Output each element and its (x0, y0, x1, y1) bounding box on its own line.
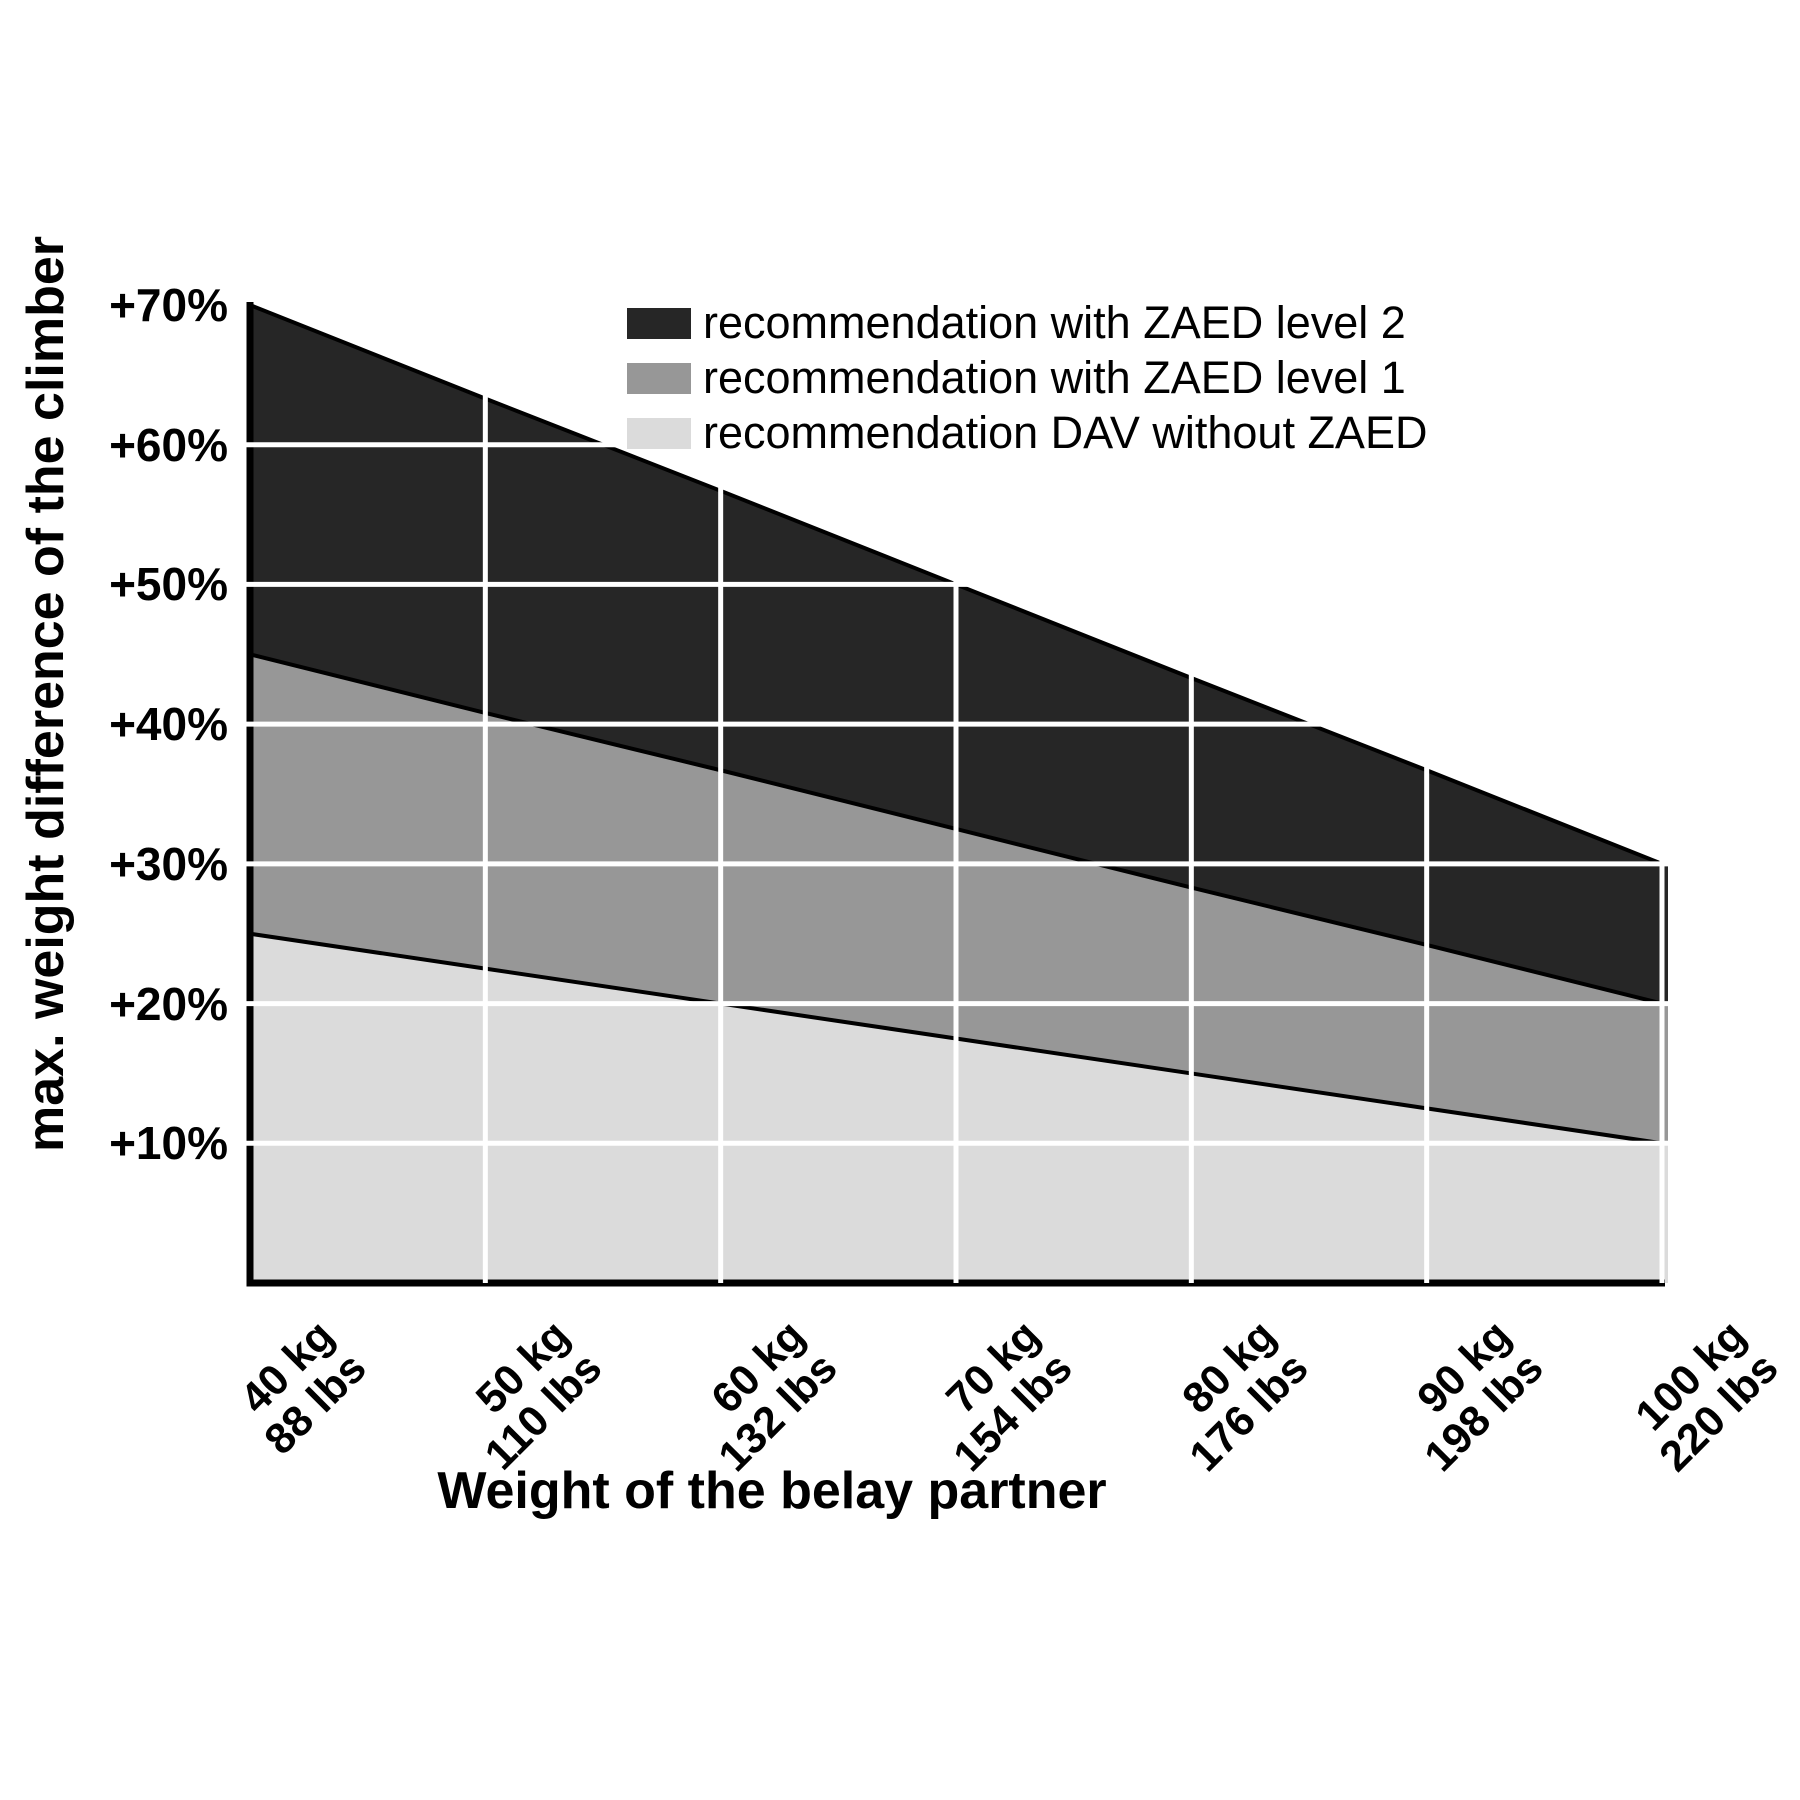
area-top-line-2 (249, 931, 1668, 1146)
y-tick-label-70: +70% (109, 279, 228, 331)
legend-swatch-2 (627, 417, 691, 449)
y-tick-label-30: +30% (109, 837, 228, 890)
y-tick-label-10: +10% (109, 1117, 228, 1170)
y-tick-label-40: +40% (109, 698, 228, 751)
legend-row-2: recommendation DAV without ZAED (627, 407, 1428, 458)
legend-label-2: recommendation DAV without ZAED (703, 407, 1428, 458)
legend-label-1: recommendation with ZAED level 1 (703, 352, 1406, 403)
legend: recommendation with ZAED level 2 recommen… (627, 297, 1428, 466)
area-series-2 (250, 933, 1668, 1283)
area-top-line-0 (249, 303, 1668, 866)
legend-swatch-1 (627, 362, 691, 394)
y-tick-label-60: +60% (109, 418, 228, 471)
x-axis-title: Weight of the belay partner (437, 1462, 1107, 1520)
y-tick-label-50: +50% (109, 558, 228, 611)
legend-row-0: recommendation with ZAED level 2 (627, 297, 1427, 348)
legend-row-1: recommendation with ZAED level 1 (627, 352, 1427, 403)
legend-label-0: recommendation with ZAED level 2 (703, 297, 1406, 348)
legend-swatch-0 (627, 307, 691, 339)
y-tick-label-20: +20% (109, 977, 228, 1030)
